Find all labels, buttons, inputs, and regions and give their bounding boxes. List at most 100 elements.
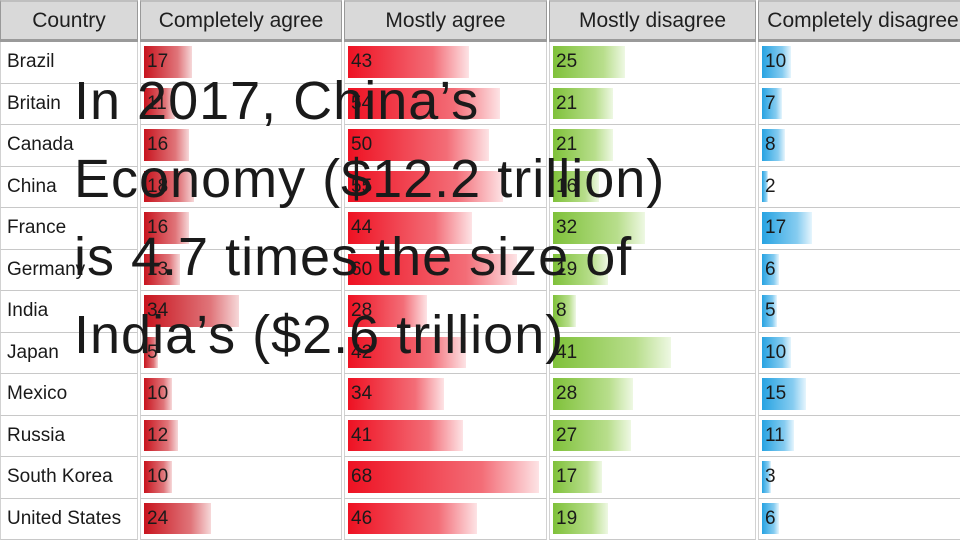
bar-mostly-disagree — [553, 378, 633, 410]
value-cell-mostly-disagree: 17 — [549, 457, 756, 499]
value-cell-completely-disagree: 11 — [758, 415, 960, 457]
value-cell-mostly-disagree: 32 — [549, 208, 756, 250]
bar-completely-disagree — [762, 253, 779, 285]
value-cell-completely-disagree: 3 — [758, 457, 960, 499]
bar-mostly-disagree — [553, 295, 576, 327]
bar-mostly-disagree — [553, 336, 671, 368]
value-cell-mostly-disagree: 8 — [549, 291, 756, 333]
value-cell-mostly-agree: 42 — [344, 332, 547, 374]
value-label: 68 — [351, 466, 373, 488]
value-label: 46 — [351, 507, 373, 529]
value-label: 10 — [765, 51, 787, 73]
value-cell-completely-agree: 16 — [140, 208, 342, 250]
value-label: 5 — [147, 341, 158, 363]
bar-completely-disagree — [762, 87, 782, 119]
bar-mostly-disagree — [553, 129, 613, 161]
value-cell-mostly-agree: 55 — [344, 166, 547, 208]
country-label: Brazil — [0, 42, 138, 84]
value-cell-completely-agree: 24 — [140, 498, 342, 540]
country-label: Japan — [0, 332, 138, 374]
bar-completely-agree — [144, 129, 189, 161]
value-cell-mostly-agree: 68 — [344, 457, 547, 499]
bar-mostly-agree — [348, 212, 472, 244]
value-label: 17 — [556, 466, 578, 488]
bar-mostly-agree — [348, 253, 517, 285]
bar-completely-disagree — [762, 129, 785, 161]
value-cell-mostly-disagree: 25 — [549, 42, 756, 84]
value-cell-mostly-agree: 41 — [344, 415, 547, 457]
value-label: 17 — [147, 51, 169, 73]
value-label: 42 — [351, 341, 373, 363]
value-label: 6 — [765, 507, 776, 529]
bar-completely-agree — [144, 253, 180, 285]
bar-mostly-agree — [348, 502, 477, 534]
value-cell-completely-agree: 18 — [140, 166, 342, 208]
bar-mostly-agree — [348, 378, 444, 410]
bar-mostly-disagree — [553, 461, 602, 493]
value-label: 34 — [147, 300, 169, 322]
value-cell-mostly-agree: 50 — [344, 125, 547, 167]
bar-completely-disagree — [762, 46, 791, 78]
bar-completely-disagree — [762, 461, 771, 493]
value-label: 5 — [765, 300, 776, 322]
bar-completely-disagree — [762, 419, 794, 451]
bar-completely-disagree — [762, 295, 777, 327]
value-label: 16 — [147, 134, 169, 156]
value-label: 3 — [765, 466, 776, 488]
value-cell-mostly-agree: 34 — [344, 374, 547, 416]
value-cell-completely-agree: 11 — [140, 83, 342, 125]
value-label: 32 — [556, 217, 578, 239]
value-cell-mostly-disagree: 41 — [549, 332, 756, 374]
value-label: 13 — [147, 258, 169, 280]
value-label: 34 — [351, 383, 373, 405]
bar-completely-agree — [144, 502, 211, 534]
bar-mostly-disagree — [553, 87, 613, 119]
bar-completely-agree — [144, 461, 172, 493]
value-cell-completely-agree: 17 — [140, 42, 342, 84]
value-label: 10 — [147, 466, 169, 488]
bar-completely-agree — [144, 212, 189, 244]
value-label: 60 — [351, 258, 373, 280]
bar-completely-disagree — [762, 502, 779, 534]
value-label: 41 — [351, 424, 373, 446]
value-label: 43 — [351, 51, 373, 73]
bar-completely-agree — [144, 295, 239, 327]
value-cell-completely-agree: 10 — [140, 374, 342, 416]
overlay-line-4: India’s ($2.6 trillion) — [74, 305, 565, 365]
bar-mostly-disagree — [553, 212, 645, 244]
header-mostly-agree: Mostly agree — [344, 0, 547, 42]
bar-completely-agree — [144, 419, 178, 451]
value-label: 21 — [556, 92, 578, 114]
value-cell-completely-disagree: 8 — [758, 125, 960, 167]
value-label: 55 — [351, 175, 373, 197]
overlay-line-2: Economy ($12.2 trillion) — [74, 149, 666, 209]
country-label: Canada — [0, 125, 138, 167]
value-cell-completely-disagree: 6 — [758, 498, 960, 540]
value-label: 16 — [556, 175, 578, 197]
value-cell-completely-disagree: 2 — [758, 166, 960, 208]
value-cell-completely-disagree: 15 — [758, 374, 960, 416]
bar-mostly-disagree — [553, 419, 631, 451]
country-label: Russia — [0, 415, 138, 457]
value-label: 54 — [351, 92, 373, 114]
value-cell-completely-agree: 13 — [140, 249, 342, 291]
value-label: 17 — [765, 217, 787, 239]
overlay-line-3: is 4.7 times the size of — [74, 227, 633, 287]
value-label: 7 — [765, 92, 776, 114]
country-label: United States — [0, 498, 138, 540]
value-label: 28 — [556, 383, 578, 405]
bar-completely-disagree — [762, 378, 806, 410]
country-label: Britain — [0, 83, 138, 125]
country-label: Mexico — [0, 374, 138, 416]
value-cell-completely-agree: 16 — [140, 125, 342, 167]
country-label: France — [0, 208, 138, 250]
bar-mostly-agree — [348, 419, 463, 451]
value-cell-mostly-agree: 54 — [344, 83, 547, 125]
value-label: 16 — [147, 217, 169, 239]
value-label: 10 — [765, 341, 787, 363]
header-completely-agree: Completely agree — [140, 0, 342, 42]
value-cell-mostly-disagree: 21 — [549, 83, 756, 125]
value-cell-completely-agree: 34 — [140, 291, 342, 333]
value-cell-mostly-agree: 28 — [344, 291, 547, 333]
header-mostly-disagree: Mostly disagree — [549, 0, 756, 42]
